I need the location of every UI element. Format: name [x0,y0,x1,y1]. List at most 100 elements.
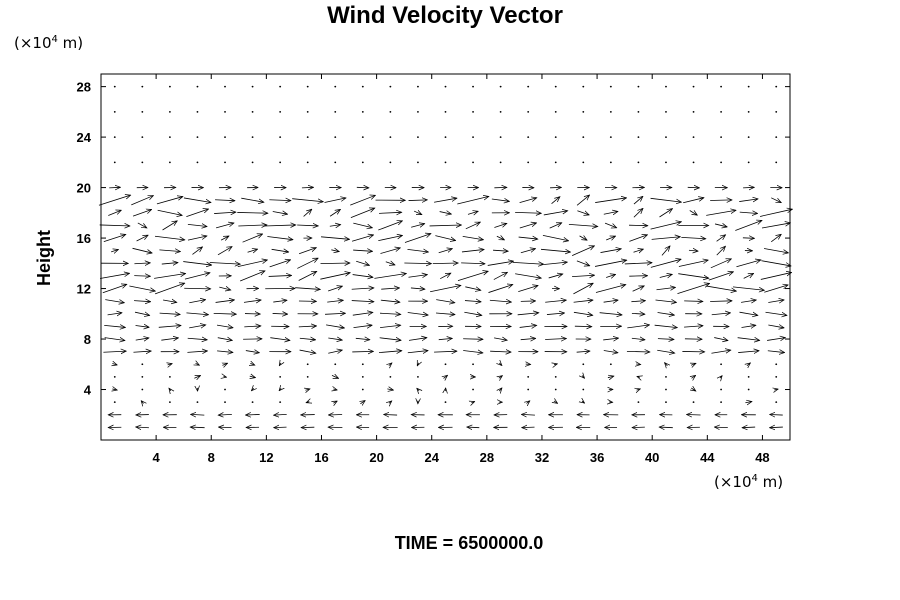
vector-arrow [655,300,677,302]
vector-arrow [767,338,785,341]
vector-arrow [329,209,340,217]
vector-arrow [735,220,762,231]
vector-dot [334,85,337,88]
vector-dot [417,161,419,164]
vector-arrow [129,285,155,291]
vector-dot [775,110,778,113]
vector-arrow [240,271,265,282]
vector-dot [499,85,502,88]
vector-dot [224,401,226,404]
y-tick-label: 28 [77,80,91,95]
vector-arrow [651,237,681,240]
vector-arrow [272,211,288,214]
vector-arrow [768,325,784,328]
vector-arrow [385,262,395,265]
vector-arrow [603,351,618,353]
vector-dot [692,401,695,404]
vector-arrow [242,234,263,243]
y-tick-label: 8 [84,332,91,347]
vector-arrow [103,234,126,243]
vector-arrow [520,338,536,339]
vector-arrow [573,312,593,315]
vector-arrow [706,210,736,216]
vector-arrow [463,339,483,340]
vector-arrow [135,338,149,340]
vector-dot [554,136,557,139]
vector-arrow [218,414,232,415]
time-label: TIME = [395,533,454,553]
vector-arrow [270,338,290,341]
vector-dot [361,136,364,139]
vector-arrow [297,225,318,226]
vector-arrow [594,260,627,267]
vector-dot [637,110,640,113]
vector-arrow [517,313,539,315]
vector-dot [141,388,144,391]
vector-arrow [215,223,234,229]
x-tick-label: 12 [259,450,273,465]
vector-arrow [438,338,453,339]
vector-dot [747,388,750,391]
vector-dot [169,161,171,164]
vector-dot [169,110,171,113]
vector-dot [417,136,419,139]
vector-arrow [298,326,317,327]
vector-arrow [159,250,180,252]
vector-arrow [440,273,451,280]
vector-dot [554,161,557,164]
vector-arrow [141,401,143,404]
vector-dot [692,136,695,139]
vector-arrow [389,363,392,366]
vector-arrow [465,286,480,290]
vector-dot [499,136,502,139]
vector-arrow [320,263,350,264]
vector-arrow [183,197,211,203]
vector-arrow [471,402,474,403]
vector-dot [141,136,144,139]
vector-arrow [742,238,755,239]
vector-arrow [328,350,342,353]
vector-arrow [279,363,281,366]
vector-arrow [573,283,593,295]
vector-arrow [526,401,529,404]
vector-arrow [691,375,695,378]
x-tick-label: 4 [153,450,161,465]
vector-arrow [333,401,337,403]
vector-dot [554,110,557,113]
vector-arrow [650,222,682,230]
vector-arrow [103,351,126,352]
vector-arrow [716,235,726,242]
vector-arrow [417,388,419,391]
y-tick-label: 4 [84,383,92,398]
vector-arrow [387,389,393,390]
vector-dot [775,375,778,378]
y-axis-unit: (×104 m) [14,34,83,52]
vector-arrow [268,275,292,276]
vector-dot [665,136,667,139]
vector-arrow [461,263,485,264]
vector-arrow [759,209,792,217]
vector-dot [720,388,722,391]
vector-arrow [133,351,151,352]
vector-dot [361,363,364,366]
vector-arrow [222,363,227,365]
vector-arrow [298,248,316,255]
vector-arrow [633,196,643,205]
vector-arrow [132,247,153,253]
vector-arrow [320,273,350,280]
vector-arrow [767,351,785,353]
vector-arrow [292,198,323,202]
vector-dot [472,110,474,113]
vector-arrow [407,249,428,252]
vector-arrow [380,300,400,302]
vector-arrow [493,272,508,280]
vector-arrow [761,223,790,229]
vector-dot [141,363,144,366]
vector-arrow [770,414,783,415]
vector-arrow [351,235,373,242]
vector-dot [169,375,171,378]
vector-arrow [518,285,538,293]
vector-arrow [189,300,205,303]
vector-arrow [741,300,756,302]
time-value: 6500000.0 [458,533,543,553]
